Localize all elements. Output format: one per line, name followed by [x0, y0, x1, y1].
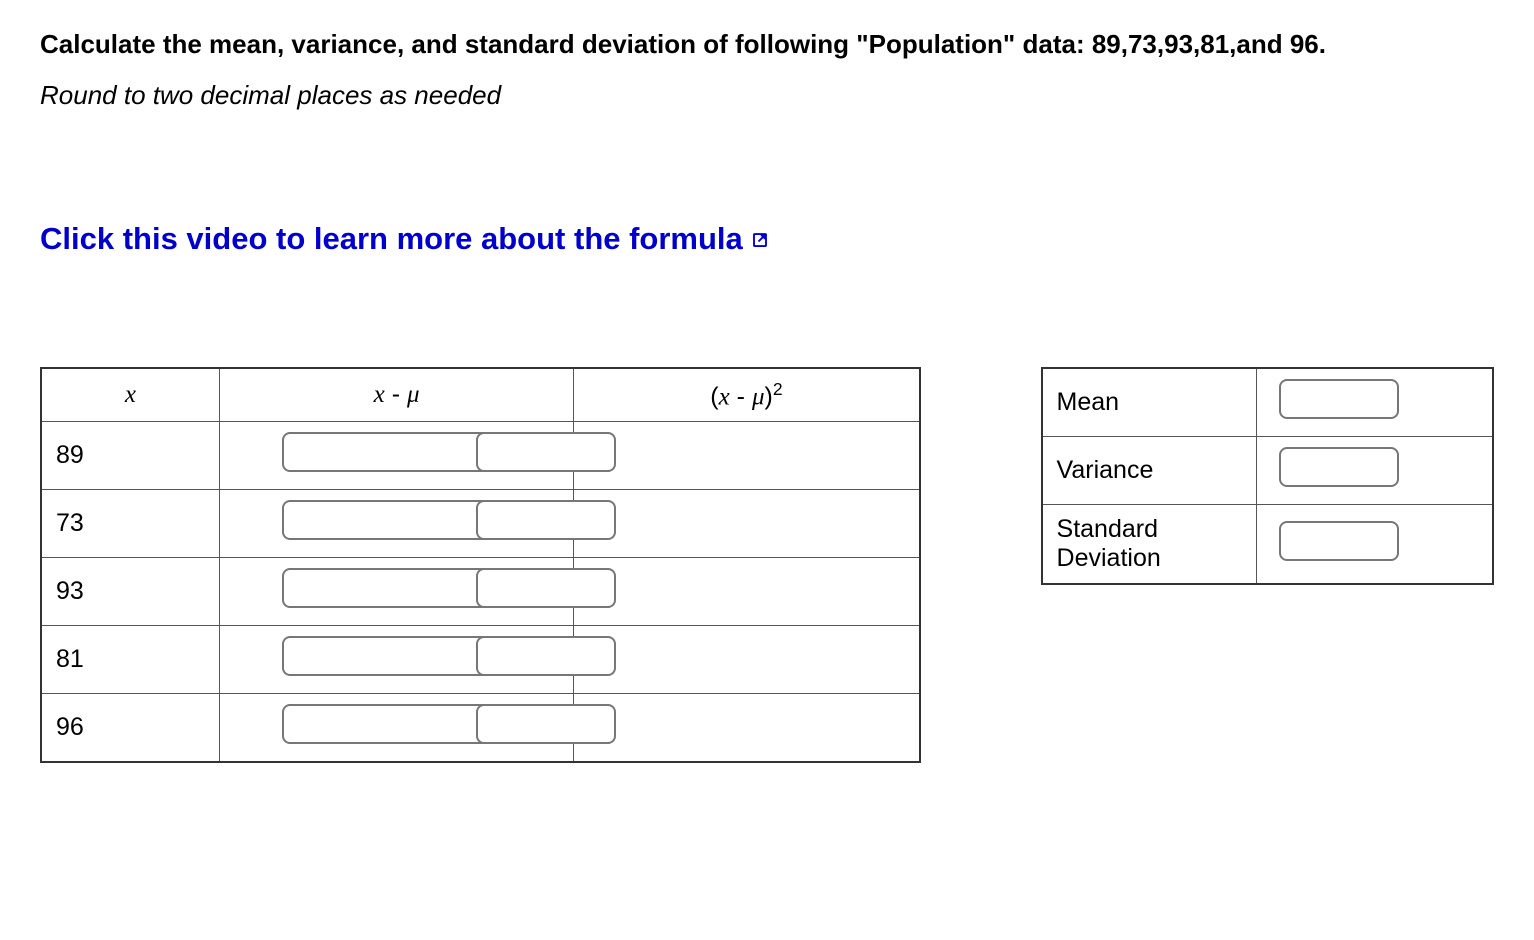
results-table: Mean Variance Standard Deviation	[1041, 367, 1494, 586]
header-x: x	[41, 368, 219, 422]
table-row: 81	[41, 626, 920, 694]
table-row: 96	[41, 694, 920, 763]
x-value-cell: 89	[41, 422, 219, 490]
sq-input[interactable]	[476, 704, 616, 744]
x-value-cell: 81	[41, 626, 219, 694]
tables-container: x x - μ (x - μ)2 89 73	[40, 367, 1494, 763]
result-label: Standard Deviation	[1042, 504, 1257, 584]
result-row-variance: Variance	[1042, 436, 1493, 504]
video-help-link[interactable]: Click this video to learn more about the…	[40, 221, 769, 257]
sq-cell	[574, 626, 920, 694]
x-value-cell: 93	[41, 558, 219, 626]
table-row: 93	[41, 558, 920, 626]
result-value-cell	[1257, 368, 1493, 437]
stddev-input[interactable]	[1279, 521, 1399, 561]
variance-input[interactable]	[1279, 447, 1399, 487]
question-instruction: Round to two decimal places as needed	[40, 80, 1494, 111]
x-value-cell: 96	[41, 694, 219, 763]
sq-input[interactable]	[476, 568, 616, 608]
sq-input[interactable]	[476, 432, 616, 472]
result-value-cell	[1257, 436, 1493, 504]
calculation-table: x x - μ (x - μ)2 89 73	[40, 367, 921, 763]
result-row-stddev: Standard Deviation	[1042, 504, 1493, 584]
table-header-row: x x - μ (x - μ)2	[41, 368, 920, 422]
result-row-mean: Mean	[1042, 368, 1493, 437]
table-row: 73	[41, 490, 920, 558]
question-page: Calculate the mean, variance, and standa…	[0, 0, 1534, 791]
x-value-cell: 73	[41, 490, 219, 558]
result-value-cell	[1257, 504, 1493, 584]
sq-cell	[574, 694, 920, 763]
sq-input[interactable]	[476, 636, 616, 676]
mean-input[interactable]	[1279, 379, 1399, 419]
external-link-icon	[751, 221, 769, 257]
sq-cell	[574, 490, 920, 558]
sq-cell	[574, 558, 920, 626]
result-label: Variance	[1042, 436, 1257, 504]
sq-cell	[574, 422, 920, 490]
sq-input[interactable]	[476, 500, 616, 540]
table-row: 89	[41, 422, 920, 490]
result-label: Mean	[1042, 368, 1257, 437]
header-x-minus-mu: x - μ	[219, 368, 573, 422]
video-link-text: Click this video to learn more about the…	[40, 221, 743, 257]
header-x-minus-mu-squared: (x - μ)2	[574, 368, 920, 422]
question-prompt: Calculate the mean, variance, and standa…	[40, 28, 1460, 62]
